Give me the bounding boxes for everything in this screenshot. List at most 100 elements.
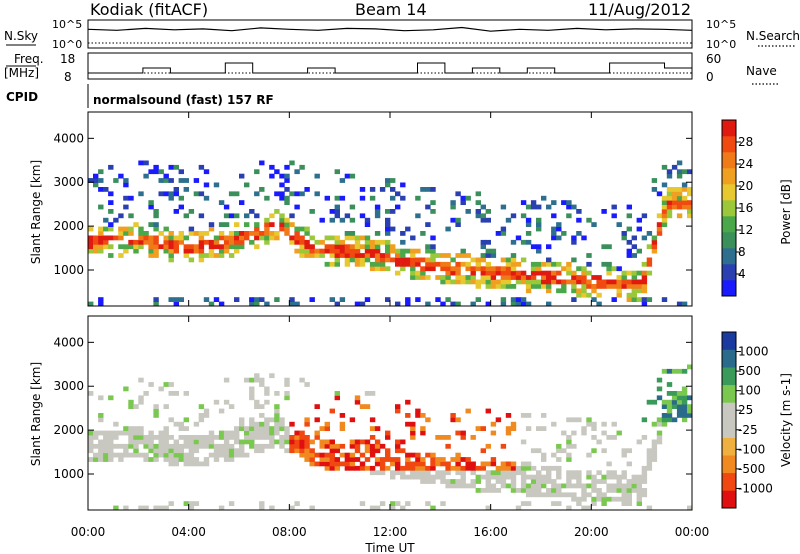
- velocity-cell: [646, 448, 653, 454]
- velocity-cell: [259, 435, 265, 440]
- power-cell: [349, 253, 356, 258]
- power-cell: [390, 226, 396, 232]
- velocity-cell: [148, 448, 154, 454]
- power-cell: [460, 279, 466, 285]
- power-cell: [269, 222, 275, 227]
- power-cell: [400, 253, 406, 258]
- power-cell: [425, 257, 431, 263]
- power-cell: [103, 244, 109, 250]
- power-cell: [108, 209, 114, 214]
- power-cell: [500, 301, 507, 307]
- velocity-cell: [269, 373, 275, 379]
- power-cell: [259, 160, 265, 166]
- velocity-cell: [354, 443, 361, 449]
- velocity-cell: [88, 430, 94, 436]
- velocity-cell: [536, 448, 542, 454]
- power-cell: [284, 187, 290, 192]
- velocity-cell: [455, 483, 461, 489]
- power-cell: [123, 178, 129, 183]
- velocity-cell: [269, 426, 275, 431]
- power-cell: [369, 195, 376, 201]
- velocity-cell: [259, 443, 265, 449]
- velocity-cell: [138, 377, 144, 383]
- velocity-cell: [128, 452, 134, 458]
- power-cell: [621, 231, 627, 236]
- velocity-cell: [445, 470, 451, 476]
- velocity-cell: [249, 439, 255, 445]
- power-cell: [581, 275, 587, 280]
- velocity-cell: [525, 461, 532, 467]
- velocity-cell: [158, 439, 164, 445]
- velocity-cell: [440, 457, 446, 462]
- power-cell: [168, 257, 174, 263]
- power-cell: [616, 266, 622, 272]
- velocity-cell: [173, 452, 179, 458]
- power-cell: [636, 217, 642, 223]
- power-cell: [510, 270, 517, 276]
- power-cell: [344, 248, 351, 254]
- power-cell: [425, 244, 431, 250]
- power-cell: [138, 235, 144, 241]
- velocity-cell: [334, 395, 340, 401]
- power-cell: [641, 270, 648, 276]
- power-cell: [299, 248, 305, 254]
- power-cell: [681, 182, 688, 188]
- power-cell: [530, 275, 537, 280]
- power-cell: [621, 284, 627, 289]
- velocity-cell: [319, 457, 325, 462]
- velocity-cell: [223, 443, 230, 449]
- power-cell: [284, 222, 290, 227]
- power-cell: [485, 266, 491, 272]
- power-cell: [309, 297, 315, 302]
- velocity-cell: [118, 452, 124, 458]
- velocity-cell: [505, 461, 512, 467]
- power-cell: [364, 235, 371, 241]
- power-cell: [123, 226, 129, 232]
- velocity-cell: [364, 443, 371, 449]
- velocity-cell: [525, 501, 532, 506]
- velocity-cell: [319, 426, 325, 431]
- velocity-cell: [561, 430, 567, 436]
- power-cell: [490, 284, 497, 289]
- power-cell: [324, 248, 330, 254]
- power-cell: [339, 297, 346, 302]
- power-cell: [133, 222, 139, 227]
- power-cell: [289, 222, 295, 227]
- velocity-cell: [561, 483, 567, 489]
- power-cell: [530, 204, 537, 210]
- velocity-cell: [571, 470, 577, 476]
- power-cell: [510, 301, 517, 307]
- power-cell: [118, 226, 124, 232]
- freq-trace: [88, 62, 692, 74]
- velocity-cell: [621, 483, 627, 489]
- nsky-tick-low: 10^0: [52, 38, 82, 51]
- velocity-cell: [289, 439, 295, 445]
- velocity-cell: [405, 452, 411, 458]
- velocity-cell: [551, 479, 557, 484]
- power-cell: [420, 231, 426, 236]
- velocity-cell: [163, 435, 169, 440]
- power-cell: [108, 244, 114, 250]
- power-colorbar-swatch: [722, 200, 736, 217]
- power-cell: [304, 187, 310, 192]
- velocity-cell: [591, 483, 597, 489]
- power-cell: [546, 244, 552, 250]
- velocity-cell: [631, 479, 637, 484]
- velocity-cell: [490, 430, 497, 436]
- power-cell: [425, 187, 431, 192]
- velocity-colorbar-swatch: [722, 472, 736, 491]
- power-cell: [254, 235, 260, 241]
- power-cell: [631, 244, 637, 250]
- power-cell: [571, 235, 577, 241]
- power-cell: [299, 239, 305, 245]
- velocity-cell: [525, 426, 532, 431]
- freq-panel: [87, 52, 693, 80]
- power-cell: [571, 275, 577, 280]
- power-cell: [495, 266, 502, 272]
- power-cell: [359, 253, 366, 258]
- power-cell: [118, 231, 124, 236]
- power-cell: [410, 261, 416, 267]
- power-cell: [198, 235, 205, 241]
- power-cell: [470, 257, 476, 263]
- power-cell: [410, 270, 416, 276]
